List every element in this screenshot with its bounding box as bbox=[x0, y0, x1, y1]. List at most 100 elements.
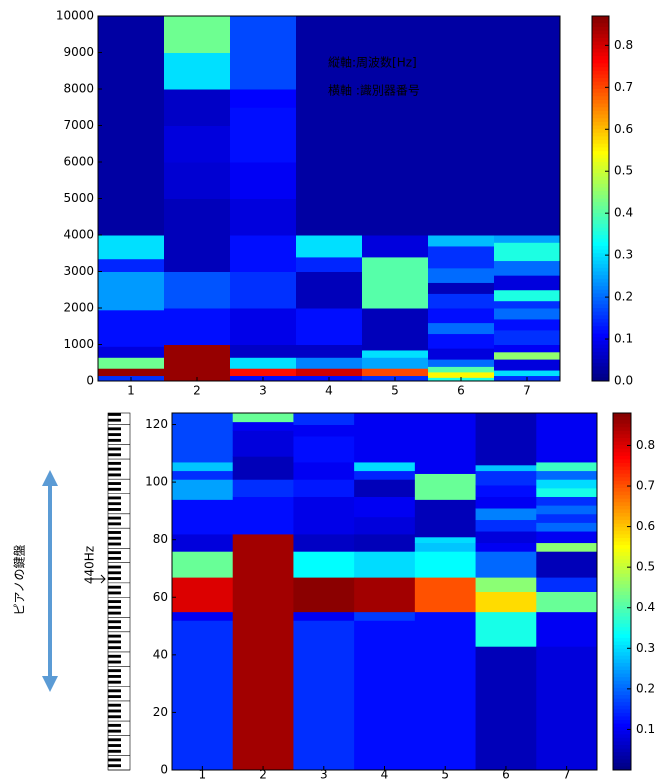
colorbar-step bbox=[613, 470, 631, 475]
colorbar-step bbox=[592, 23, 609, 28]
colorbar-step bbox=[613, 570, 631, 575]
black-key bbox=[108, 487, 121, 491]
colorbar-step bbox=[592, 89, 609, 94]
colorbar-step bbox=[613, 459, 631, 464]
heat-cell bbox=[475, 646, 537, 771]
black-key bbox=[108, 577, 121, 580]
heat-cell bbox=[230, 198, 297, 236]
colorbar-step bbox=[613, 634, 631, 639]
colorbar-step bbox=[592, 329, 609, 335]
colorbar-step bbox=[592, 337, 609, 342]
y-tick-label: 1000 bbox=[63, 337, 94, 351]
heat-cell bbox=[428, 16, 495, 236]
colorbar-step bbox=[592, 267, 609, 272]
heat-cell bbox=[475, 519, 537, 532]
heat-cell bbox=[172, 413, 234, 463]
heat-cell bbox=[354, 496, 416, 518]
colorbar-step bbox=[592, 322, 609, 327]
colorbar-step bbox=[592, 326, 609, 331]
black-key bbox=[108, 634, 121, 638]
black-key bbox=[108, 626, 121, 629]
heat-cell bbox=[164, 52, 231, 90]
heat-cell bbox=[536, 461, 598, 472]
colorbar-step bbox=[592, 370, 609, 375]
colorbar-step bbox=[592, 224, 609, 229]
x-tick-label: 6 bbox=[502, 768, 510, 780]
colorbar-step bbox=[613, 523, 631, 528]
colorbar-step bbox=[592, 311, 609, 316]
colorbar-step bbox=[592, 45, 609, 50]
colorbar-step bbox=[592, 48, 609, 53]
colorbar-step bbox=[613, 455, 631, 460]
heat-cell bbox=[296, 357, 363, 369]
black-key bbox=[108, 502, 121, 506]
colorbar-tick-label: 0.6 bbox=[636, 519, 655, 533]
colorbar-step bbox=[592, 129, 609, 134]
colorbar-step bbox=[592, 118, 609, 123]
heat-cell bbox=[475, 508, 537, 521]
colorbar-step bbox=[613, 691, 631, 696]
colorbar-tick-label: 0.1 bbox=[636, 722, 655, 736]
colorbar-step bbox=[613, 498, 631, 503]
colorbar-step bbox=[592, 373, 609, 378]
colorbar-step bbox=[613, 502, 631, 507]
colorbar-step bbox=[592, 242, 609, 247]
colorbar-step bbox=[592, 249, 609, 254]
heat-cell bbox=[354, 470, 416, 480]
heat-cell bbox=[232, 533, 294, 771]
heat-cell bbox=[98, 357, 165, 369]
x-tick-label: 4 bbox=[325, 384, 333, 398]
colorbar-step bbox=[592, 209, 609, 214]
heat-cell bbox=[296, 235, 363, 258]
heat-cell bbox=[536, 551, 598, 578]
heat-cell bbox=[475, 611, 537, 647]
black-key bbox=[108, 467, 121, 471]
colorbar-step bbox=[613, 452, 631, 457]
heat-cell bbox=[536, 496, 598, 506]
black-key bbox=[108, 418, 121, 422]
black-key bbox=[108, 723, 121, 727]
colorbar-step bbox=[613, 752, 631, 757]
heat-cell bbox=[172, 470, 234, 480]
colorbar-step bbox=[592, 107, 609, 112]
heat-cell bbox=[362, 308, 429, 351]
plot-frame bbox=[171, 412, 598, 771]
heat-cell bbox=[536, 591, 598, 613]
colorbar-step bbox=[613, 655, 631, 660]
heat-cell bbox=[172, 620, 234, 771]
heat-cell bbox=[414, 413, 477, 474]
heat-cell bbox=[293, 424, 355, 437]
colorbar-step bbox=[613, 745, 631, 750]
heat-cell bbox=[164, 308, 231, 345]
colorbar-step bbox=[592, 34, 609, 39]
colorbar-step bbox=[592, 99, 609, 105]
colorbar-step bbox=[613, 680, 631, 685]
heat-cell bbox=[428, 366, 495, 373]
colorbar-step bbox=[592, 245, 609, 251]
x-tick-label: 1 bbox=[199, 768, 207, 780]
heat-cell bbox=[494, 275, 561, 291]
colorbar-step bbox=[592, 344, 609, 349]
heat-cell bbox=[475, 484, 537, 497]
colorbar-step bbox=[592, 235, 609, 240]
colorbar-tick-label: 0.2 bbox=[614, 290, 633, 304]
heat-cell bbox=[494, 370, 561, 377]
colorbar-step bbox=[613, 466, 631, 471]
colorbar-step bbox=[613, 580, 631, 585]
heat-cell bbox=[98, 309, 165, 347]
colorbar-step bbox=[592, 300, 609, 305]
colorbar-step bbox=[592, 140, 609, 145]
colorbar-step bbox=[592, 315, 609, 320]
colorbar-step bbox=[592, 253, 609, 258]
y-tick-label: 0 bbox=[86, 374, 94, 388]
heat-cell bbox=[293, 413, 355, 426]
colorbar-step bbox=[592, 63, 609, 68]
heat-cell bbox=[293, 496, 355, 535]
colorbar-step bbox=[592, 238, 609, 243]
heat-cell bbox=[164, 162, 231, 199]
heat-cell bbox=[230, 89, 297, 108]
heat-cell bbox=[428, 245, 495, 269]
colorbar-tick-label: 0.1 bbox=[614, 332, 633, 346]
heat-cell bbox=[428, 359, 495, 367]
heat-cell bbox=[293, 461, 355, 480]
